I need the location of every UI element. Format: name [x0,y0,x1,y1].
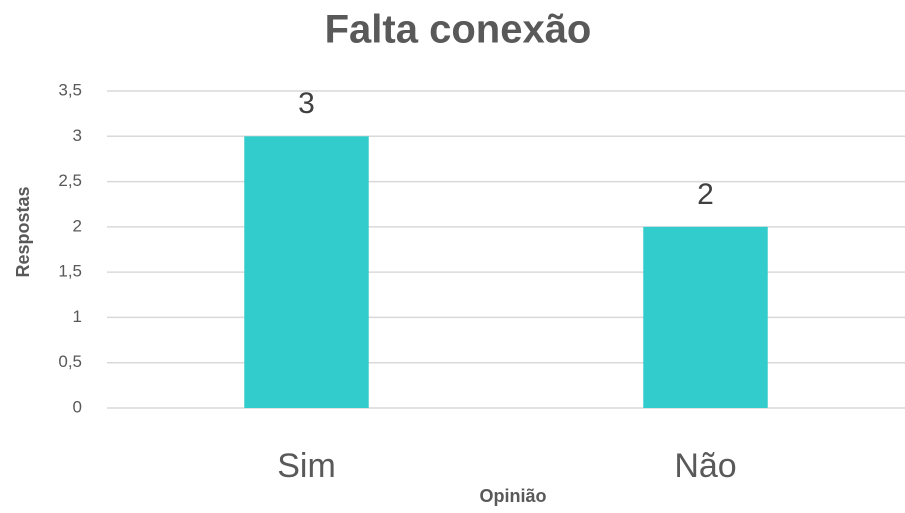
x-tick-label: Sim [277,447,336,485]
y-tick-label: 3 [73,126,82,145]
y-tick-label: 1 [73,307,82,326]
y-tick-label: 0 [73,397,82,416]
bar [643,226,768,408]
y-axis-label: Respostas [13,186,33,277]
data-label: 3 [298,87,315,120]
x-axis-label: Opinião [480,486,547,506]
y-tick-label: 0,5 [58,352,82,371]
data-label: 2 [697,178,714,211]
x-tick-label: Não [674,447,736,485]
y-tick-label: 3,5 [58,80,82,99]
bar [244,136,369,409]
y-tick-label: 2 [73,216,82,235]
y-tick-label: 2,5 [58,171,82,190]
chart-title: Falta conexão [325,8,592,52]
y-tick-label: 1,5 [58,262,82,281]
